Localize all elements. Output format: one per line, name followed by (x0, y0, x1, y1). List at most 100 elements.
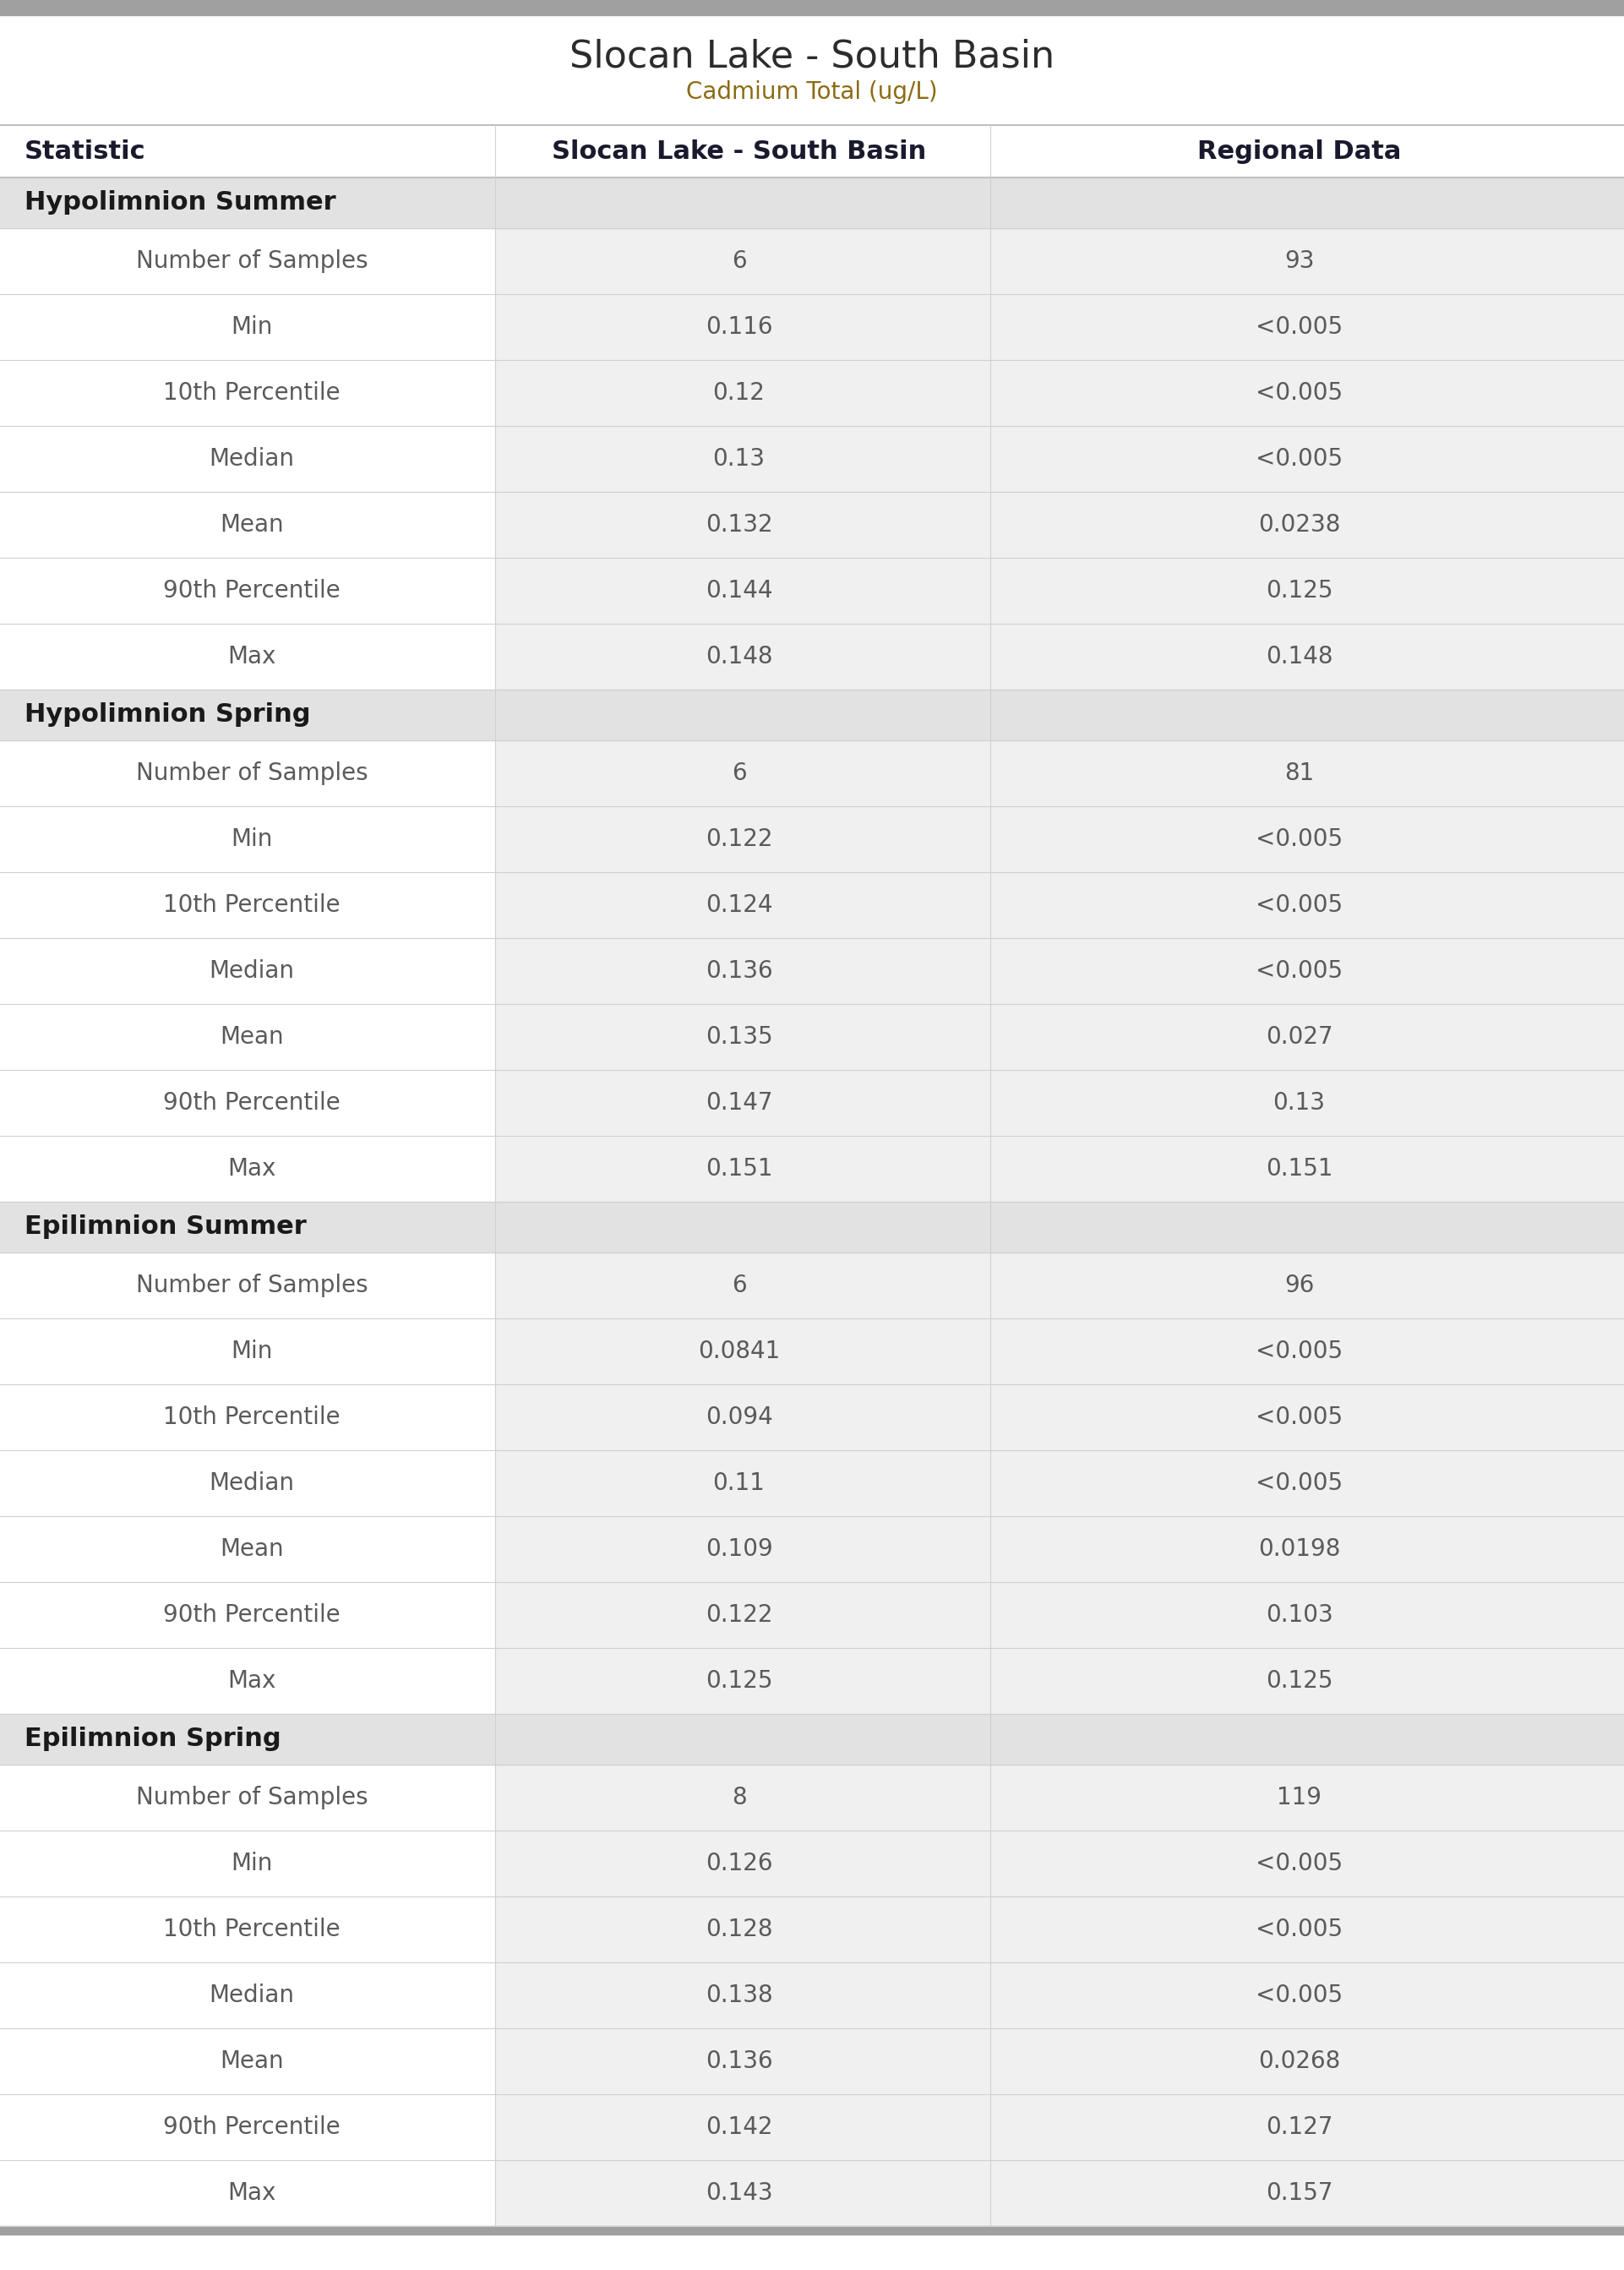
Bar (495, 806, 991, 872)
Text: 0.12: 0.12 (713, 381, 765, 404)
Text: 0.122: 0.122 (705, 1603, 773, 1628)
Bar (0, 2161, 495, 2227)
Bar (0, 1961, 495, 2029)
Bar (0, 493, 495, 558)
Text: Median: Median (209, 960, 294, 983)
Bar (0, 1451, 495, 1516)
Text: <0.005: <0.005 (1255, 1471, 1343, 1496)
Text: 10th Percentile: 10th Percentile (162, 1918, 341, 1941)
Bar (0, 1253, 495, 1319)
Text: <0.005: <0.005 (1255, 1339, 1343, 1364)
Bar (495, 1648, 991, 1714)
Text: 96: 96 (1285, 1273, 1314, 1296)
Bar (991, 624, 1624, 690)
Bar (991, 2029, 1624, 2095)
Bar (495, 2029, 991, 2095)
Bar (495, 1516, 991, 1582)
Bar (495, 1961, 991, 2029)
Bar (495, 558, 991, 624)
Text: 6: 6 (731, 760, 747, 785)
Bar (991, 361, 1624, 427)
Text: 93: 93 (1285, 250, 1314, 272)
Bar (0, 177, 1624, 229)
Bar (0, 427, 495, 493)
Bar (495, 624, 991, 690)
Text: <0.005: <0.005 (1255, 1984, 1343, 2007)
Bar (0, 1319, 495, 1385)
Text: <0.005: <0.005 (1255, 960, 1343, 983)
Text: Number of Samples: Number of Samples (136, 760, 367, 785)
Bar (0, 1830, 495, 1895)
Text: Mean: Mean (219, 1026, 284, 1049)
Text: Number of Samples: Number of Samples (136, 1786, 367, 1809)
Text: Min: Min (231, 1339, 273, 1364)
Text: Min: Min (231, 316, 273, 338)
Text: 6: 6 (731, 250, 747, 272)
Text: 0.116: 0.116 (705, 316, 773, 338)
Bar (495, 1069, 991, 1135)
Text: <0.005: <0.005 (1255, 826, 1343, 851)
Text: 0.144: 0.144 (705, 579, 773, 602)
Bar (0, 361, 495, 427)
Bar (495, 1003, 991, 1069)
Bar (991, 872, 1624, 938)
Text: Mean: Mean (219, 2050, 284, 2073)
Bar (495, 493, 991, 558)
Bar (991, 740, 1624, 806)
Bar (991, 1961, 1624, 2029)
Bar (991, 1003, 1624, 1069)
Text: Mean: Mean (219, 513, 284, 536)
Text: 90th Percentile: 90th Percentile (162, 2116, 341, 2138)
Bar (495, 1319, 991, 1385)
Text: 0.136: 0.136 (705, 2050, 773, 2073)
Bar (0, 16, 1624, 125)
Bar (0, 690, 1624, 740)
Bar (991, 229, 1624, 295)
Bar (0, 872, 495, 938)
Text: Min: Min (231, 1852, 273, 1875)
Text: 0.136: 0.136 (705, 960, 773, 983)
Text: <0.005: <0.005 (1255, 447, 1343, 470)
Bar (991, 493, 1624, 558)
Bar (991, 938, 1624, 1003)
Bar (0, 2095, 495, 2161)
Text: Min: Min (231, 826, 273, 851)
Bar (991, 1582, 1624, 1648)
Text: Median: Median (209, 1984, 294, 2007)
Text: 0.11: 0.11 (713, 1471, 765, 1496)
Text: 90th Percentile: 90th Percentile (162, 1092, 341, 1115)
Bar (0, 1135, 495, 1201)
Text: <0.005: <0.005 (1255, 1405, 1343, 1430)
Text: <0.005: <0.005 (1255, 894, 1343, 917)
Bar (0, 0, 1624, 16)
Text: 0.135: 0.135 (705, 1026, 773, 1049)
Text: 90th Percentile: 90th Percentile (162, 579, 341, 602)
Bar (495, 1764, 991, 1830)
Bar (991, 1135, 1624, 1201)
Bar (495, 2161, 991, 2227)
Text: 0.103: 0.103 (1265, 1603, 1333, 1628)
Bar (991, 295, 1624, 361)
Bar (991, 1385, 1624, 1451)
Bar (0, 1714, 1624, 1764)
Bar (0, 1069, 495, 1135)
Bar (0, 624, 495, 690)
Text: 0.0198: 0.0198 (1259, 1537, 1340, 1562)
Bar (0, 125, 1624, 177)
Text: Max: Max (227, 1158, 276, 1180)
Bar (0, 1003, 495, 1069)
Bar (991, 1319, 1624, 1385)
Bar (0, 558, 495, 624)
Bar (991, 2161, 1624, 2227)
Bar (0, 295, 495, 361)
Bar (495, 1895, 991, 1961)
Bar (0, 740, 495, 806)
Text: 0.125: 0.125 (1265, 1668, 1333, 1693)
Text: Cadmium Total (ug/L): Cadmium Total (ug/L) (687, 79, 937, 104)
Bar (495, 229, 991, 295)
Text: 0.13: 0.13 (713, 447, 765, 470)
Bar (495, 1135, 991, 1201)
Text: 0.027: 0.027 (1265, 1026, 1333, 1049)
Bar (0, 2227, 1624, 2234)
Text: 0.142: 0.142 (705, 2116, 773, 2138)
